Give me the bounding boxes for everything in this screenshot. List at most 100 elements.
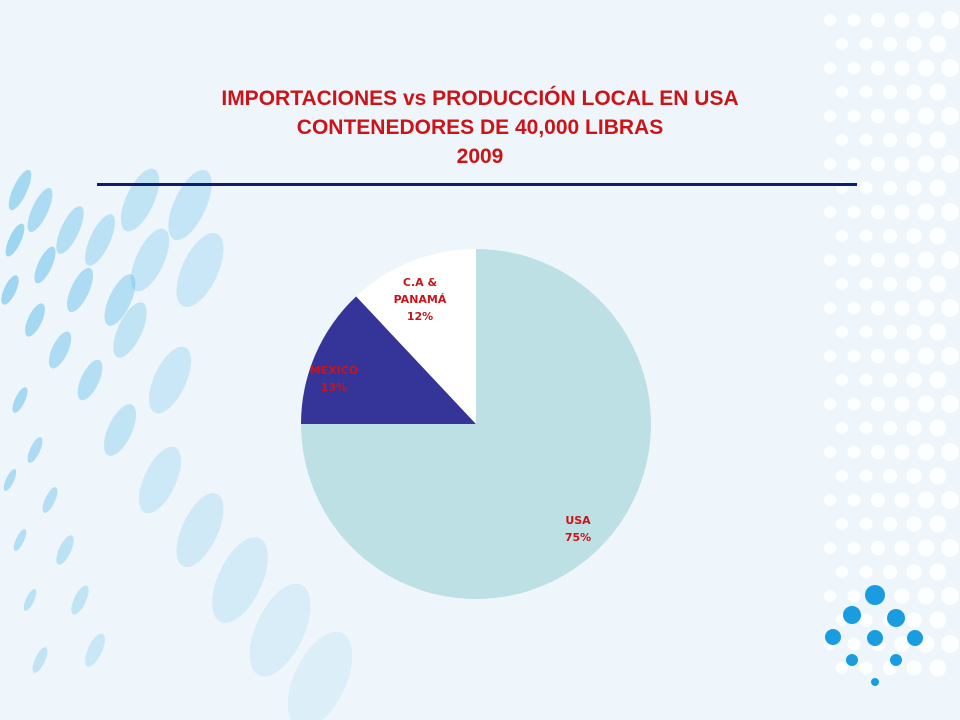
decor-dot bbox=[859, 181, 873, 195]
decor-swirl-dot bbox=[77, 359, 103, 401]
decor-dot bbox=[906, 516, 922, 532]
pie-slice-c-a-panam- bbox=[356, 249, 476, 424]
decor-swirl-dot bbox=[176, 232, 224, 308]
decor-dot bbox=[906, 468, 922, 484]
decor-dot bbox=[906, 420, 922, 436]
decor-swirl-dot bbox=[138, 446, 182, 514]
decor-dot bbox=[847, 445, 861, 459]
decor-dot bbox=[906, 324, 922, 340]
decor-swirl-dot bbox=[212, 537, 268, 623]
decor-dot bbox=[906, 276, 922, 292]
decor-dot bbox=[836, 470, 848, 482]
decor-dot bbox=[836, 278, 848, 290]
decor-dot bbox=[929, 659, 947, 677]
decor-dot bbox=[929, 515, 947, 533]
decor-accent-dot bbox=[865, 585, 885, 605]
decor-dot bbox=[859, 85, 873, 99]
decor-dot bbox=[941, 107, 959, 125]
decor-swirl-dot bbox=[5, 223, 25, 257]
decor-swirl-dot bbox=[23, 588, 37, 612]
decor-swirl-dot bbox=[130, 228, 170, 292]
decor-dot bbox=[894, 12, 910, 28]
decor-swirl-dot bbox=[148, 346, 192, 414]
decor-dot bbox=[824, 62, 836, 74]
decor-dot bbox=[906, 564, 922, 580]
decor-dot bbox=[894, 204, 910, 220]
chart-title-line-1: IMPORTACIONES vs PRODUCCIÓN LOCAL EN USA bbox=[221, 87, 739, 110]
decor-dot bbox=[870, 204, 886, 220]
decor-dot bbox=[929, 83, 947, 101]
decor-dot bbox=[847, 589, 861, 603]
decor-accent-dot bbox=[825, 629, 841, 645]
decor-dot bbox=[870, 60, 886, 76]
decor-dot bbox=[894, 588, 910, 604]
decor-dot bbox=[824, 206, 836, 218]
decor-dot bbox=[906, 612, 922, 628]
decor-dot bbox=[906, 36, 922, 52]
decor-accent-dot bbox=[871, 678, 879, 686]
decor-swirl-dot bbox=[103, 404, 137, 456]
decor-swirl-dot bbox=[113, 302, 147, 358]
decor-dot bbox=[941, 635, 959, 653]
decor-dot bbox=[906, 84, 922, 100]
decor-swirl-dot bbox=[85, 633, 105, 667]
decor-dot bbox=[906, 372, 922, 388]
decor-dot bbox=[847, 637, 861, 651]
decor-dot bbox=[836, 134, 848, 146]
decor-dot bbox=[906, 132, 922, 148]
decor-dot bbox=[836, 566, 848, 578]
decor-dot bbox=[836, 38, 848, 50]
decor-dot bbox=[917, 59, 935, 77]
decor-dot bbox=[836, 662, 848, 674]
decor-dot bbox=[824, 110, 836, 122]
decor-swirl-dot bbox=[56, 206, 84, 254]
decor-dot bbox=[941, 395, 959, 413]
decor-dot bbox=[929, 275, 947, 293]
decor-dot bbox=[882, 180, 898, 196]
decor-dot bbox=[882, 36, 898, 52]
decor-dot bbox=[894, 156, 910, 172]
decor-swirl-dot bbox=[176, 492, 224, 568]
decor-dot bbox=[882, 372, 898, 388]
decor-swirl-dot bbox=[249, 583, 311, 677]
decor-dot bbox=[941, 299, 959, 317]
decor-dot bbox=[894, 396, 910, 412]
decor-swirl-dot bbox=[66, 267, 94, 313]
decor-dot bbox=[824, 302, 836, 314]
decor-dot bbox=[870, 348, 886, 364]
slice-label-2: C.A & PANAMÁ 12% bbox=[394, 276, 447, 323]
slice-value-label: 75% bbox=[565, 531, 591, 544]
decor-dot bbox=[859, 661, 873, 675]
slice-name-label: PANAMÁ bbox=[394, 293, 447, 306]
decor-dot bbox=[917, 395, 935, 413]
decor-dot bbox=[941, 203, 959, 221]
decor-swirl-dot bbox=[3, 468, 17, 492]
decor-swirl-dot bbox=[34, 246, 56, 284]
decor-swirl-dot bbox=[1, 275, 19, 305]
decor-swirl-dot bbox=[56, 535, 74, 565]
decor-dot bbox=[917, 251, 935, 269]
decor-dot bbox=[929, 467, 947, 485]
decor-accent-dot bbox=[843, 606, 861, 624]
decor-dot bbox=[836, 326, 848, 338]
decor-dot bbox=[941, 443, 959, 461]
decor-dot bbox=[917, 107, 935, 125]
decor-dot bbox=[847, 541, 861, 555]
decor-dot bbox=[929, 227, 947, 245]
slice-value-label: 12% bbox=[407, 310, 433, 323]
decor-swirl-dot bbox=[13, 528, 27, 552]
decor-dot bbox=[847, 157, 861, 171]
decor-dot bbox=[882, 468, 898, 484]
decor-swirl-dot bbox=[8, 169, 32, 211]
chart-title-line-2: CONTENEDORES DE 40,000 LIBRAS bbox=[296, 116, 664, 139]
decor-dot bbox=[859, 517, 873, 531]
slice-name-label: C.A & bbox=[403, 276, 438, 289]
decor-dot bbox=[941, 155, 959, 173]
decor-dot bbox=[882, 564, 898, 580]
decor-dot bbox=[836, 86, 848, 98]
decor-swirl-dot bbox=[42, 487, 58, 513]
decor-dot bbox=[929, 131, 947, 149]
decor-dot bbox=[929, 35, 947, 53]
decor-dot bbox=[859, 421, 873, 435]
decor-accent-dot bbox=[846, 654, 858, 666]
